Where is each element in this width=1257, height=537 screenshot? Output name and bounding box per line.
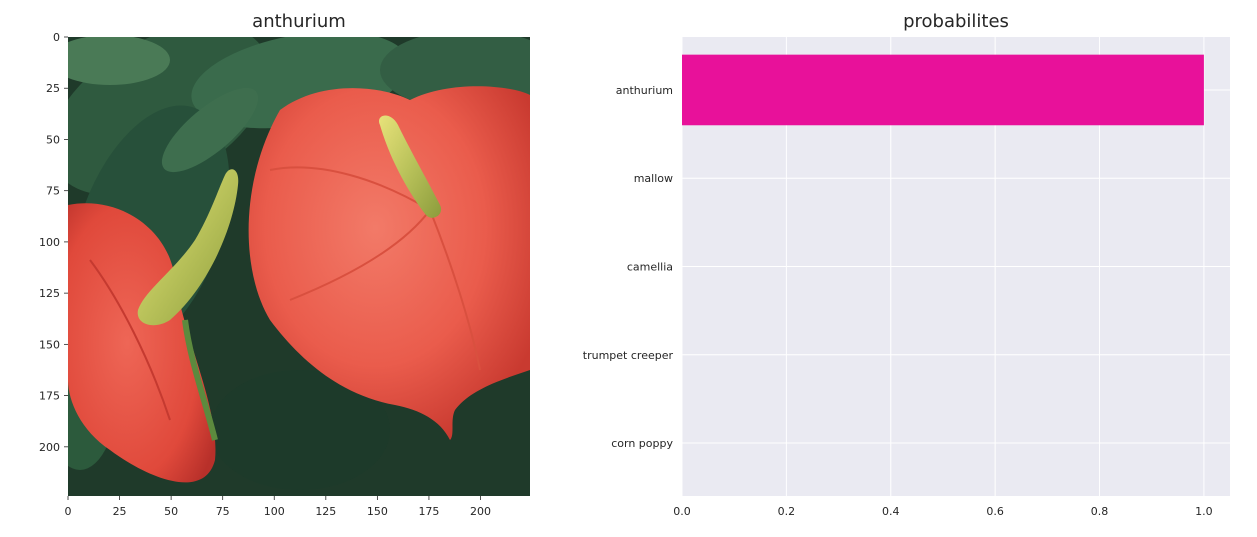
probability-tick-label: 0.2 [778, 505, 796, 518]
probability-tick-label: 0.0 [673, 505, 691, 518]
image-y-tick-label: 150 [39, 338, 60, 351]
probability-tick-label: 0.4 [882, 505, 900, 518]
image-x-tick-label: 50 [164, 505, 178, 518]
bar-anthurium [682, 54, 1204, 126]
category-label: anthurium [616, 84, 673, 97]
image-x-tick-label: 175 [418, 505, 439, 518]
image-x-tick-label: 100 [264, 505, 285, 518]
image-y-tick-label: 200 [39, 441, 60, 454]
image-y-tick-label: 125 [39, 287, 60, 300]
image-y-tick-label: 175 [39, 390, 60, 403]
category-label: trumpet creeper [583, 349, 674, 362]
probability-tick-label: 0.8 [1091, 505, 1109, 518]
image-x-tick-label: 125 [315, 505, 336, 518]
image-y-tick-label: 0 [53, 31, 60, 44]
image-x-tick-label: 25 [113, 505, 127, 518]
image-panel: anthurium 0 25 50 75 100 125 150 175 200 0 25 50 75… [39, 11, 530, 518]
image-y-tick-label: 75 [46, 185, 60, 198]
image-x-ticks: 0 25 50 75 100 125 150 175 200 [65, 496, 491, 518]
bar-panel: probabilites anthurium mallow camellia trum… [583, 11, 1230, 518]
category-labels: anthurium mallow camellia trumpet creeper co… [583, 84, 674, 450]
image-y-tick-label: 50 [46, 133, 60, 146]
probability-tick-label: 0.6 [986, 505, 1004, 518]
image-x-tick-label: 150 [367, 505, 388, 518]
probability-ticks: 0.0 0.2 0.4 0.6 0.8 1.0 [673, 505, 1212, 518]
image-x-tick-label: 0 [65, 505, 72, 518]
anthurium-photo [68, 37, 530, 496]
bar-chart-title: probabilites [903, 11, 1009, 32]
category-label: mallow [634, 172, 673, 185]
category-label: camellia [627, 261, 673, 274]
category-label: corn poppy [611, 437, 673, 450]
image-x-tick-label: 200 [470, 505, 491, 518]
bars [682, 54, 1204, 126]
image-y-tick-label: 100 [39, 236, 60, 249]
image-y-tick-label: 25 [46, 82, 60, 95]
image-title: anthurium [252, 11, 346, 32]
image-y-ticks: 0 25 50 75 100 125 150 175 200 [39, 31, 68, 454]
probability-tick-label: 1.0 [1195, 505, 1213, 518]
image-x-tick-label: 75 [216, 505, 230, 518]
